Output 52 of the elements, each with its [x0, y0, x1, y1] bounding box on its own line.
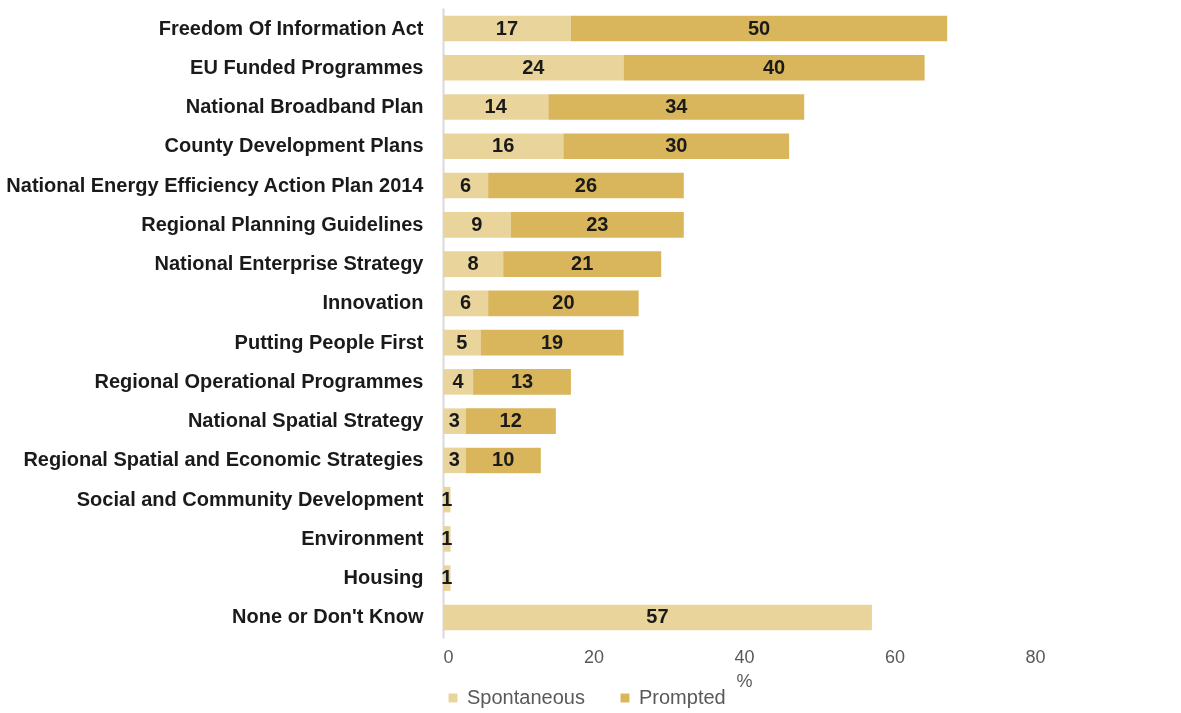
data-label: 17	[495, 16, 519, 39]
data-label: 5	[456, 330, 468, 353]
data-label: 1	[441, 526, 453, 549]
x-tick-label: 60	[884, 646, 906, 667]
data-label: 3	[448, 448, 460, 471]
data-label: 30	[665, 134, 688, 157]
y-tick-label: Regional Planning Guidelines	[141, 212, 424, 235]
data-label: 57	[646, 605, 669, 628]
y-tick-label: None or Don't Know	[232, 605, 424, 628]
y-tick-label: National Energy Efficiency Action Plan 2014	[6, 173, 425, 196]
y-tick-label: Putting People First	[234, 330, 424, 353]
data-label: 10	[492, 448, 515, 471]
data-label: 13	[510, 369, 534, 392]
y-tick-label: County Development Plans	[164, 134, 424, 157]
data-label: 3	[448, 409, 460, 432]
data-label: 26	[574, 173, 598, 196]
y-tick-label: Regional Operational Programmes	[94, 369, 424, 392]
y-tick-label: EU Funded Programmes	[190, 55, 424, 78]
y-tick-label: Environment	[301, 526, 424, 549]
data-label: 4	[452, 369, 465, 392]
y-tick-label: Housing	[343, 566, 424, 589]
x-tick-label: 40	[734, 646, 755, 667]
data-label: 19	[540, 330, 564, 353]
data-label: 6	[460, 173, 472, 196]
y-tick-label: National Broadband Plan	[185, 95, 424, 118]
data-label: 40	[762, 55, 786, 78]
x-tick-label: 20	[583, 646, 605, 667]
y-tick-label: National Enterprise Strategy	[154, 252, 425, 275]
y-tick-label: National Spatial Strategy	[187, 409, 425, 432]
y-tick-label: Freedom Of Information Act	[158, 16, 424, 39]
data-label: 9	[471, 212, 483, 235]
data-label: 1	[441, 566, 453, 589]
data-label: 1	[441, 487, 453, 510]
y-tick-label: Innovation	[322, 291, 424, 314]
legend-label: Prompted	[639, 686, 726, 708]
data-label: 21	[571, 252, 594, 275]
legend-label: Spontaneous	[467, 686, 585, 708]
data-label: 14	[484, 95, 508, 118]
data-label: 8	[467, 252, 479, 275]
data-label: 50	[747, 16, 771, 39]
x-tick-label: 0	[443, 646, 454, 667]
data-label: 20	[552, 291, 575, 314]
data-label: 16	[492, 134, 515, 157]
x-tick-label: 80	[1025, 646, 1046, 667]
y-tick-label: Regional Spatial and Economic Strategies	[23, 448, 424, 471]
x-axis-title: %	[736, 670, 753, 691]
y-tick-label: Social and Community Development	[76, 487, 424, 510]
data-label: 24	[522, 55, 546, 78]
data-label: 6	[460, 291, 472, 314]
data-label: 12	[499, 409, 522, 432]
data-label: 23	[586, 212, 609, 235]
data-label: 34	[665, 95, 689, 118]
